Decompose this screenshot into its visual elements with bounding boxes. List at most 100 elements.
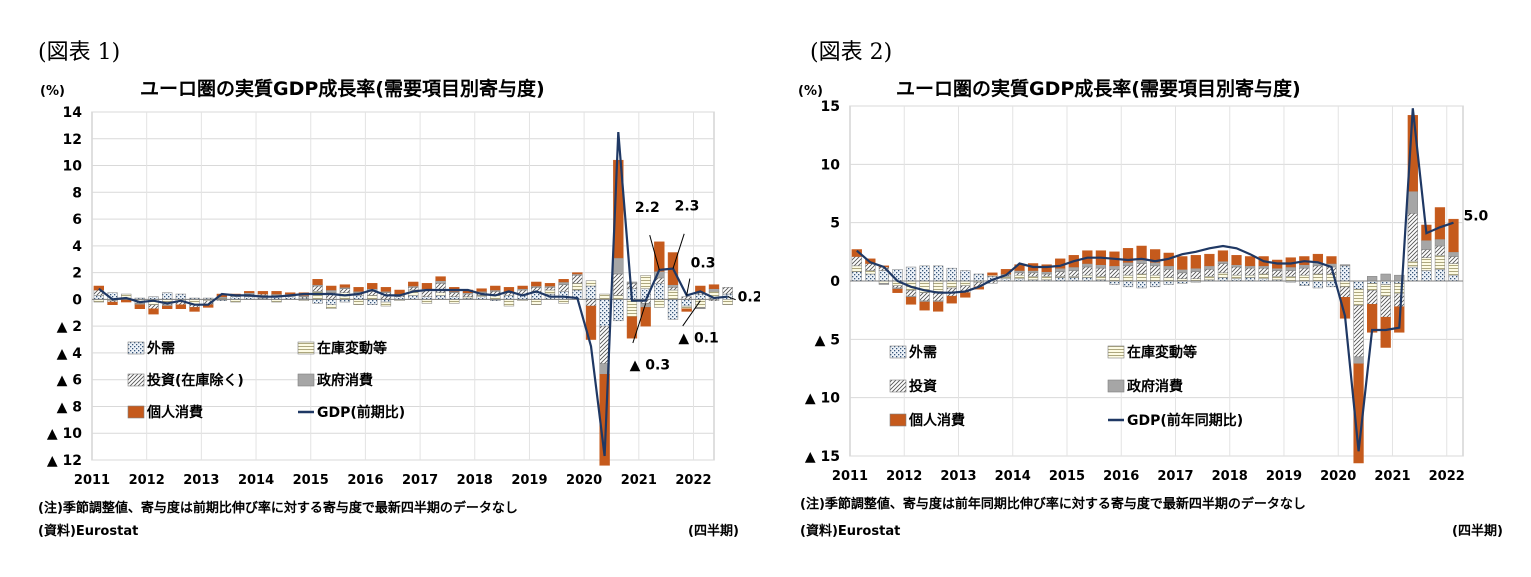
x-tick-label: 2021 bbox=[621, 473, 657, 488]
bar-inv bbox=[1244, 274, 1256, 278]
x-tick-label: 2018 bbox=[457, 473, 493, 488]
bar-ext bbox=[933, 265, 944, 282]
bar-inv bbox=[1122, 274, 1134, 282]
legend-label: GDP(前期比) bbox=[317, 404, 405, 421]
bar-capex bbox=[585, 299, 597, 307]
bar-inv bbox=[1041, 276, 1052, 281]
y-tick-label: ▲ 5 bbox=[815, 332, 840, 348]
chart-note: (注)季節調整値、寄与度は前年同期比伸び率に対する寄与度で最新四半期のデータなし bbox=[800, 497, 1306, 512]
bar-priv bbox=[408, 281, 419, 287]
chart-title: ユーロ圏の実質GDP成長率(需要項目別寄与度) bbox=[140, 77, 545, 100]
legend-swatch-gov bbox=[1107, 379, 1125, 393]
bar-capex bbox=[1082, 266, 1093, 276]
bar-gov bbox=[1150, 262, 1161, 267]
bar-ext bbox=[585, 285, 597, 300]
bar-inv bbox=[353, 299, 364, 305]
bar-ext bbox=[175, 293, 187, 300]
bar-gov bbox=[1082, 263, 1093, 268]
y-tick-label: ▲ 15 bbox=[805, 449, 840, 465]
bar-gov bbox=[1285, 266, 1296, 271]
y-tick-label: ▲ 12 bbox=[47, 453, 82, 469]
bar-capex bbox=[1285, 270, 1296, 277]
chart-panel-2: (図表 2) 15 10 5 0 ▲ 5 ▲ 10 ▲ 15 2011 2012 2013 2014… bbox=[768, 0, 1528, 577]
x-tick-label: 2016 bbox=[1103, 469, 1139, 484]
bar-ext bbox=[353, 295, 364, 300]
gdp-line bbox=[98, 132, 728, 457]
bar-priv bbox=[1122, 248, 1134, 263]
bar-ext bbox=[1055, 277, 1066, 282]
bar-inv bbox=[1217, 272, 1229, 278]
bar-priv bbox=[162, 305, 173, 310]
legend-swatch-ext bbox=[127, 341, 145, 355]
period-label: (四半期) bbox=[1452, 524, 1503, 539]
legend-swatch-capex bbox=[127, 373, 145, 387]
bar-capex bbox=[435, 283, 446, 293]
bar-capex bbox=[1055, 271, 1066, 277]
bar-priv bbox=[933, 301, 944, 312]
bar-capex bbox=[1095, 267, 1107, 277]
bar-capex bbox=[1394, 293, 1405, 307]
bar-ext bbox=[367, 299, 378, 305]
x-tick-label: 2015 bbox=[293, 473, 329, 488]
bar-ext bbox=[93, 295, 105, 300]
bar-priv bbox=[585, 305, 597, 340]
bar-ext bbox=[919, 265, 930, 282]
bar-capex bbox=[462, 293, 474, 297]
bar-capex bbox=[1258, 267, 1269, 275]
bar-ext bbox=[503, 295, 515, 300]
bar-inv bbox=[1367, 283, 1378, 291]
bar-inv bbox=[865, 270, 876, 275]
bar-priv bbox=[640, 307, 651, 327]
bar-priv bbox=[285, 292, 296, 295]
bar-gov bbox=[1068, 266, 1079, 271]
bar-gov bbox=[1448, 251, 1459, 257]
leader-line bbox=[682, 300, 701, 327]
bar-inv bbox=[933, 280, 944, 292]
legend-label: 外需 bbox=[147, 340, 175, 357]
bar-capex bbox=[722, 287, 733, 295]
bar-ext bbox=[1150, 280, 1161, 288]
legend-label: 投資(在庫除く) bbox=[147, 372, 244, 389]
bar-capex bbox=[558, 284, 569, 292]
bar-inv bbox=[1407, 260, 1418, 268]
bar-capex bbox=[449, 292, 460, 297]
bar-priv bbox=[1177, 256, 1188, 270]
bar-ext bbox=[1312, 280, 1324, 289]
bar-inv bbox=[1204, 276, 1215, 281]
bar-ext bbox=[558, 291, 569, 300]
bar-ext bbox=[695, 293, 706, 300]
bar-priv bbox=[558, 279, 569, 283]
bar-priv bbox=[1150, 249, 1161, 263]
bar-capex bbox=[905, 290, 917, 297]
bar-ext bbox=[1068, 277, 1079, 282]
bar-gov bbox=[1339, 264, 1351, 267]
x-tick-label: 2017 bbox=[402, 473, 438, 488]
bar-gov bbox=[1109, 265, 1120, 270]
bar-inv bbox=[531, 299, 542, 305]
bar-gov bbox=[326, 289, 337, 293]
bar-gov bbox=[1380, 273, 1391, 282]
bar-priv bbox=[271, 291, 282, 295]
leader-line bbox=[649, 235, 660, 271]
bar-capex bbox=[613, 273, 624, 296]
x-tick-label: 2022 bbox=[1429, 469, 1465, 484]
data-label: 5.0 bbox=[1464, 209, 1489, 225]
bar-capex bbox=[1380, 295, 1391, 318]
legend-swatch-inv bbox=[297, 341, 315, 355]
bar-gov bbox=[1272, 267, 1283, 271]
x-tick-label: 2011 bbox=[74, 473, 110, 488]
bar-capex bbox=[312, 285, 323, 292]
leader-line bbox=[632, 303, 647, 344]
bar-inv bbox=[1353, 288, 1364, 306]
plot-group: 14 12 10 8 6 4 2 0 ▲ 2 ▲ 4 ▲ 6 ▲ 8 ▲ 10 ▲ 12 2011 2012 2… bbox=[40, 77, 760, 488]
bar-priv bbox=[175, 304, 187, 310]
bar-priv bbox=[134, 304, 146, 310]
legend-label: 個人消費 bbox=[908, 412, 965, 429]
bar-priv bbox=[1190, 255, 1201, 269]
bar-priv bbox=[1041, 264, 1052, 272]
bar-capex bbox=[544, 287, 556, 291]
y-tick-label: 0 bbox=[830, 274, 840, 290]
bar-capex bbox=[1150, 265, 1161, 276]
bar-capex bbox=[892, 285, 903, 289]
bar-ext bbox=[1163, 280, 1174, 285]
